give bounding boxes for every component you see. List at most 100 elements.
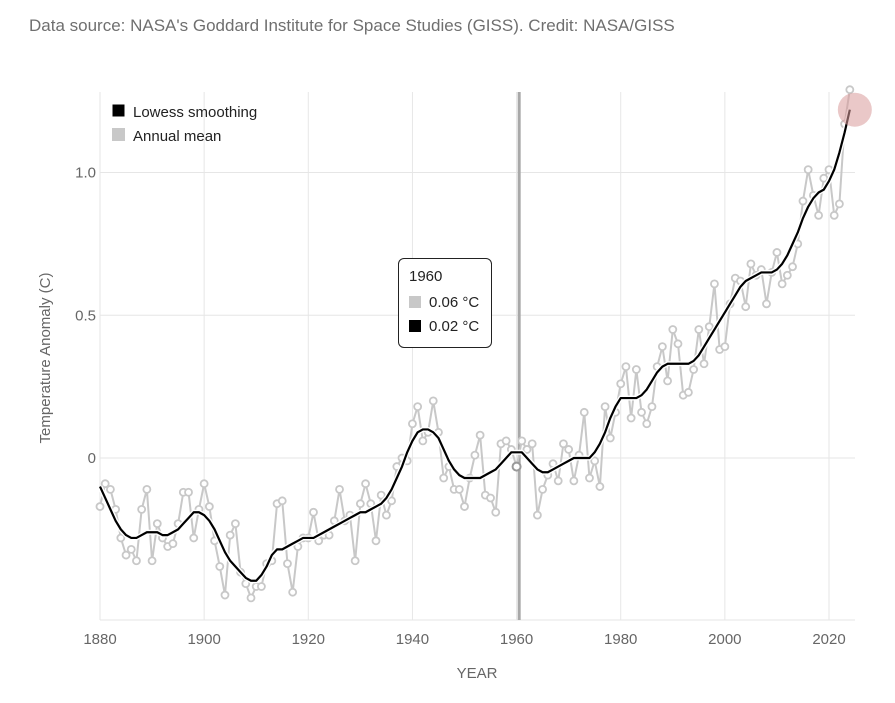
annual-point[interactable] — [699, 359, 709, 369]
annual-point[interactable] — [772, 248, 782, 257]
annual-point[interactable] — [642, 419, 652, 429]
annual-point[interactable] — [277, 496, 287, 506]
annual-point[interactable] — [387, 496, 397, 506]
annual-point[interactable] — [418, 436, 428, 446]
annual-point[interactable] — [595, 482, 605, 491]
annual-point[interactable] — [95, 502, 105, 511]
annual-point[interactable] — [121, 550, 131, 560]
annual-point[interactable] — [132, 556, 141, 566]
annual-point[interactable] — [835, 199, 844, 209]
annual-point[interactable] — [829, 210, 839, 220]
annual-point[interactable] — [819, 173, 829, 183]
annual-point[interactable] — [777, 279, 787, 289]
annual-point[interactable] — [335, 484, 344, 494]
annual-point[interactable] — [704, 322, 714, 332]
annual-point[interactable] — [559, 439, 568, 449]
annual-point[interactable] — [663, 376, 672, 386]
annual-point[interactable] — [288, 587, 298, 597]
annual-point[interactable] — [798, 196, 808, 206]
x-tick-label: 2000 — [708, 631, 741, 648]
annual-point[interactable] — [189, 533, 199, 543]
annual-point[interactable] — [684, 387, 693, 397]
annual-point[interactable] — [501, 436, 511, 446]
annual-point[interactable] — [668, 325, 678, 334]
annual-point[interactable] — [579, 407, 589, 417]
annual-point[interactable] — [538, 484, 548, 494]
annual-point[interactable] — [257, 582, 266, 591]
annual-point[interactable] — [106, 484, 115, 494]
annual-point[interactable] — [454, 484, 464, 494]
annual-point[interactable] — [100, 479, 110, 489]
annual-point[interactable] — [199, 479, 209, 489]
annual-point[interactable] — [814, 210, 823, 220]
annual-point[interactable] — [585, 473, 594, 483]
annual-point[interactable] — [527, 439, 537, 449]
annual-point[interactable] — [694, 325, 704, 334]
annual-point[interactable] — [845, 85, 855, 95]
annual-point[interactable] — [408, 419, 417, 429]
legend-label-lowess: Lowess smoothing — [133, 104, 257, 121]
annual-point[interactable] — [371, 536, 381, 546]
annual-point[interactable] — [626, 413, 636, 423]
annual-point[interactable] — [788, 262, 797, 272]
annual-point[interactable] — [491, 507, 501, 517]
annual-point[interactable] — [475, 430, 485, 440]
annual-point[interactable] — [486, 493, 495, 503]
annual-point[interactable] — [152, 519, 162, 529]
annual-point[interactable] — [517, 436, 527, 446]
x-tick-label: 1900 — [187, 631, 220, 648]
annual-point[interactable] — [137, 504, 147, 514]
hovered-annual-point[interactable] — [511, 461, 522, 472]
annual-point[interactable] — [376, 490, 386, 500]
annual-point[interactable] — [782, 270, 792, 280]
annual-point[interactable] — [215, 562, 225, 571]
annual-point[interactable] — [204, 502, 214, 511]
annual-point[interactable] — [673, 339, 683, 349]
annual-point[interactable] — [246, 593, 256, 603]
annual-point[interactable] — [637, 407, 646, 417]
annual-point[interactable] — [689, 365, 699, 374]
annual-point[interactable] — [470, 450, 480, 460]
annual-point[interactable] — [616, 379, 626, 389]
annual-point[interactable] — [230, 519, 240, 529]
annual-point[interactable] — [803, 165, 813, 175]
annual-point[interactable] — [741, 302, 751, 312]
annual-point[interactable] — [553, 476, 563, 486]
annual-point[interactable] — [647, 402, 657, 412]
annual-point[interactable] — [428, 396, 438, 406]
annual-point[interactable] — [569, 476, 579, 486]
annual-point[interactable] — [631, 365, 641, 374]
annual-point[interactable] — [590, 456, 600, 466]
lowess-smoothing-series[interactable] — [97, 109, 853, 584]
annual-point[interactable] — [720, 342, 730, 352]
annual-point[interactable] — [361, 479, 370, 489]
annual-point[interactable] — [621, 362, 631, 372]
annual-point[interactable] — [283, 559, 292, 569]
annual-point[interactable] — [147, 556, 157, 566]
annual-point[interactable] — [355, 499, 365, 509]
annual-point[interactable] — [126, 544, 136, 554]
annual-point[interactable] — [657, 342, 667, 352]
annual-point[interactable] — [350, 556, 360, 566]
annual-point[interactable] — [533, 510, 542, 520]
x-tick-label: 1960 — [500, 631, 533, 648]
annual-point[interactable] — [746, 259, 756, 269]
annual-point[interactable] — [184, 487, 193, 497]
annual-point[interactable] — [116, 533, 126, 543]
annual-point[interactable] — [225, 530, 235, 540]
annual-point[interactable] — [564, 445, 574, 454]
annual-point[interactable] — [439, 473, 449, 483]
annual-point[interactable] — [413, 402, 423, 412]
annual-point[interactable] — [522, 445, 532, 454]
annual-point[interactable] — [309, 507, 318, 517]
annual-point[interactable] — [605, 433, 615, 443]
annual-point[interactable] — [600, 402, 610, 412]
annual-point[interactable] — [710, 279, 719, 289]
annual-point[interactable] — [168, 539, 178, 549]
annual-point[interactable] — [460, 502, 469, 511]
annual-point[interactable] — [381, 510, 391, 520]
annual-point[interactable] — [220, 590, 230, 600]
annual-point[interactable] — [762, 299, 771, 309]
annual-point[interactable] — [142, 484, 152, 494]
